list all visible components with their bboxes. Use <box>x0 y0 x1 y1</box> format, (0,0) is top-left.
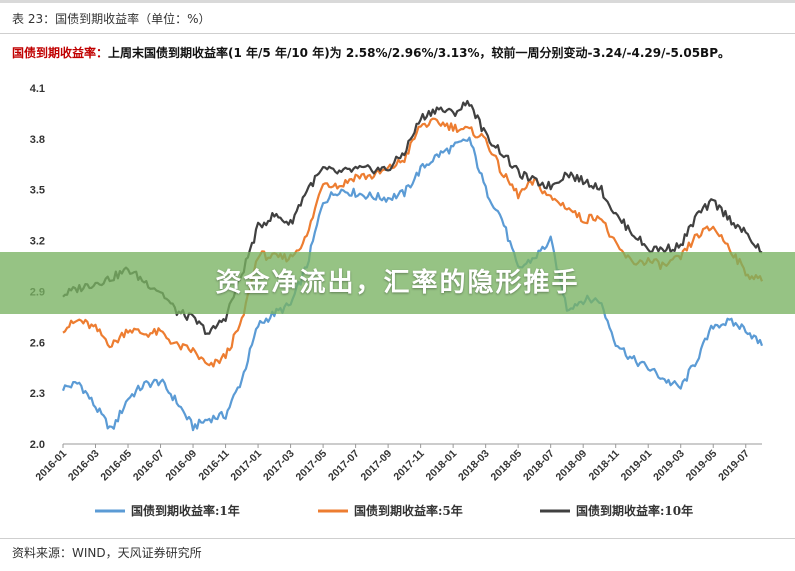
x-tick-label: 2019-05 <box>684 448 720 484</box>
x-tick-label: 2018-03 <box>456 448 492 484</box>
x-tick-label: 2018-09 <box>554 448 590 484</box>
source-note: 资料来源：WIND，天风证券研究所 <box>12 546 202 560</box>
top-border <box>0 0 795 3</box>
table-title: 表 23：国债到期收益率（单位：%） <box>12 12 211 26</box>
x-tick-label: 2017-01 <box>228 448 264 484</box>
x-tick-label: 2017-05 <box>293 448 329 484</box>
chart-legend: 国债到期收益率:1年 国债到期收益率:5年 国债到期收益率:10年 <box>95 503 693 518</box>
legend-label: 国债到期收益率:10年 <box>576 503 693 518</box>
series-line-2 <box>62 117 764 368</box>
y-tick-label: 4.1 <box>30 83 45 95</box>
source-divider <box>0 538 795 539</box>
headline-label: 国债到期收益率： <box>12 46 109 60</box>
y-tick-label: 3.2 <box>30 236 45 248</box>
y-tick-label: 2.3 <box>30 388 45 400</box>
x-tick-label: 2018-11 <box>586 448 621 483</box>
x-tick-label: 2018-07 <box>521 448 557 484</box>
x-tick-label: 2017-07 <box>326 448 362 484</box>
x-tick-label: 2018-05 <box>489 448 525 484</box>
x-tick-label: 2019-07 <box>716 448 752 484</box>
y-tick-label: 2.0 <box>30 439 45 451</box>
y-tick-label: 2.6 <box>30 337 45 349</box>
overlay-banner-text: 资金净流出，汇率的隐形推手 <box>215 268 580 298</box>
x-tick-label: 2019-03 <box>651 448 687 484</box>
headline: 国债到期收益率：上周末国债到期收益率(1 年/5 年/10 年)为 2.58%/… <box>12 44 730 61</box>
x-tick-label: 2016-07 <box>131 448 167 484</box>
x-tick-label: 2018-01 <box>424 448 460 484</box>
x-tick-label: 2017-11 <box>391 448 426 483</box>
x-tick-label: 2016-11 <box>196 448 231 483</box>
legend-label: 国债到期收益率:5年 <box>354 503 463 518</box>
x-tick-label: 2016-09 <box>163 448 199 484</box>
headline-text: 上周末国债到期收益率(1 年/5 年/10 年)为 2.58%/2.96%/3.… <box>108 46 730 60</box>
series-line-1 <box>61 136 764 432</box>
x-tick-label: 2017-03 <box>261 448 297 484</box>
overlay-banner <box>0 252 795 314</box>
x-axis: 2016-012016-032016-052016-072016-092016-… <box>33 443 762 484</box>
x-tick-label: 2019-01 <box>619 448 655 484</box>
y-tick-label: 3.8 <box>30 134 45 146</box>
x-tick-label: 2016-05 <box>98 448 134 484</box>
y-tick-label: 3.5 <box>30 185 45 197</box>
title-divider <box>0 33 795 34</box>
x-tick-label: 2016-03 <box>66 448 102 484</box>
legend-label: 国债到期收益率:1年 <box>131 503 240 518</box>
x-tick-label: 2017-09 <box>358 448 394 484</box>
x-tick-label: 2016-01 <box>33 448 69 484</box>
